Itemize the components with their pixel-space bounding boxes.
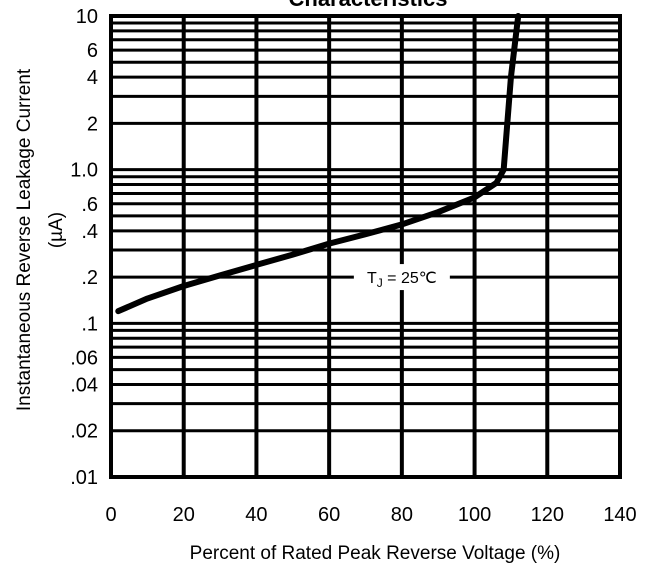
y-tick-label: .4 — [81, 221, 98, 243]
y-tick-label: .1 — [81, 313, 98, 335]
annotation-background — [353, 264, 450, 291]
y-tick-label: 2 — [87, 113, 98, 135]
y-tick-label: .04 — [70, 374, 98, 396]
y-tick-label: .01 — [70, 467, 98, 489]
annotation-main: T — [367, 270, 377, 287]
y-tick-label: 4 — [87, 67, 98, 89]
annotation-label: TJ = 25℃ — [367, 270, 437, 290]
series-line-0 — [115, 13, 522, 315]
y-axis-unit: (µA) — [46, 212, 67, 248]
y-tick-label: 1.0 — [70, 160, 98, 182]
y-tick-label: .2 — [81, 267, 98, 289]
x-axis-label: Percent of Rated Peak Reverse Voltage (%… — [190, 543, 561, 564]
y-tick-label: .06 — [70, 347, 98, 369]
y-tick-label: .02 — [70, 421, 98, 443]
x-tick-label: 80 — [391, 504, 413, 526]
x-tick-label: 40 — [245, 504, 267, 526]
y-tick-labels: 10 6 4 2 1.0 .6 .4 .2 .1 .06 .04 .02 .01 — [70, 6, 98, 489]
series-group — [115, 13, 522, 315]
grid-lines — [111, 16, 620, 477]
x-tick-label: 120 — [531, 504, 564, 526]
annotation-subscript: J — [377, 276, 383, 290]
y-axis-label: Instantaneous Reverse Leakage Current — [14, 68, 35, 411]
annotation-group: TJ = 25℃ — [353, 264, 450, 291]
x-tick-label: 20 — [173, 504, 195, 526]
x-tick-label: 0 — [105, 504, 116, 526]
x-tick-label: 60 — [318, 504, 340, 526]
y-tick-label: .6 — [81, 194, 98, 216]
annotation-rest: = 25℃ — [383, 270, 437, 287]
x-tick-labels: 0 20 40 60 80 100 120 140 — [105, 504, 636, 526]
y-tick-label: 6 — [87, 40, 98, 62]
x-tick-label: 100 — [458, 504, 491, 526]
x-tick-label: 140 — [603, 504, 636, 526]
chart-title: Characteristics — [289, 0, 448, 11]
y-tick-label: 10 — [76, 6, 98, 28]
plot-frame — [109, 14, 622, 479]
